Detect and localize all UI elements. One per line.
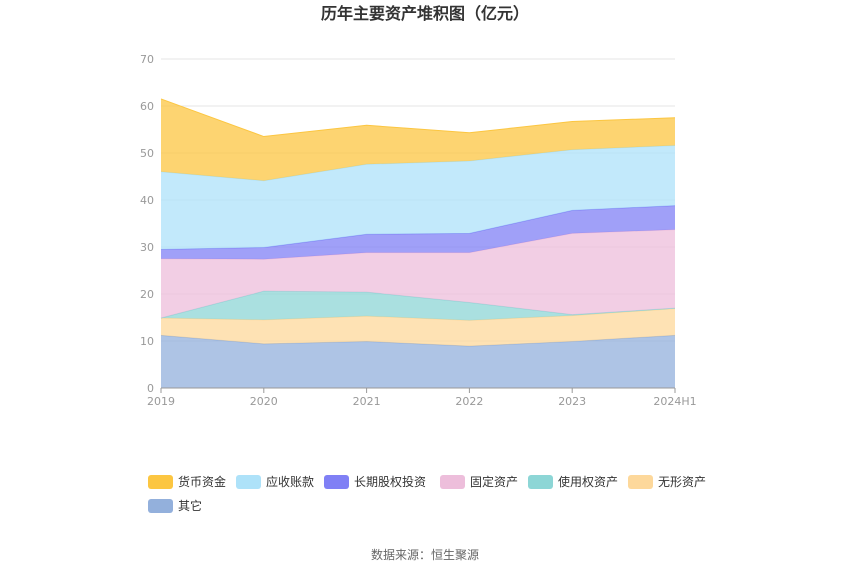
area-无形资产 [161,308,675,347]
area-货币资金 [161,98,675,181]
x-tick-label: 2022 [455,395,483,408]
legend-swatch [528,475,553,489]
legend-label: 固定资产 [470,474,518,489]
y-tick-label: 70 [140,53,154,66]
legend-label: 应收账款 [266,474,314,489]
legend-swatch [628,475,653,489]
area-edge-货币资金 [160,98,676,138]
legend-label: 货币资金 [178,474,226,489]
area-series [160,98,676,388]
legend-item[interactable]: 无形资产 [628,475,706,489]
y-tick-label: 20 [140,288,154,301]
y-tick-label: 50 [140,147,154,160]
x-tick-label: 2021 [353,395,381,408]
legend-label: 其它 [178,498,202,513]
legend-swatch [440,475,465,489]
legend-label: 无形资产 [658,475,706,489]
legend-item[interactable]: 使用权资产 [528,474,618,489]
y-tick-label: 30 [140,241,154,254]
legend-label: 使用权资产 [558,474,618,489]
legend-item[interactable]: 应收账款 [236,474,314,489]
x-tick-label: 2020 [250,395,278,408]
axes: 0 10 20 30 40 50 60 70 2019 2020 2021 2022 2023 2024H… [140,53,697,408]
area-长期股权投资 [161,205,675,260]
legend-item[interactable]: 货币资金 [148,474,226,489]
y-tick-label: 40 [140,194,154,207]
legend-item[interactable]: 固定资产 [440,474,518,489]
legend-item[interactable]: 长期股权投资 [324,474,426,489]
legend-swatch [324,475,349,489]
y-tick-label: 10 [140,335,154,348]
legend-swatch [148,475,173,489]
legend-item[interactable]: 其它 [148,498,202,513]
legend-swatch [236,475,261,489]
legend-swatch [148,499,173,513]
x-tick-label: 2024H1 [653,395,696,408]
legend-label: 长期股权投资 [354,474,426,489]
y-tick-label: 0 [147,382,154,395]
area-固定资产 [161,229,675,318]
x-tick-label: 2023 [558,395,586,408]
x-tick-label: 2019 [147,395,175,408]
area-使用权资产 [161,291,675,321]
y-tick-label: 60 [140,100,154,113]
chart-title: 历年主要资产堆积图（亿元） [321,4,529,23]
area-应收账款 [161,145,675,250]
area-其它 [161,335,675,388]
source-note: 数据来源：恒生聚源 [371,547,479,562]
